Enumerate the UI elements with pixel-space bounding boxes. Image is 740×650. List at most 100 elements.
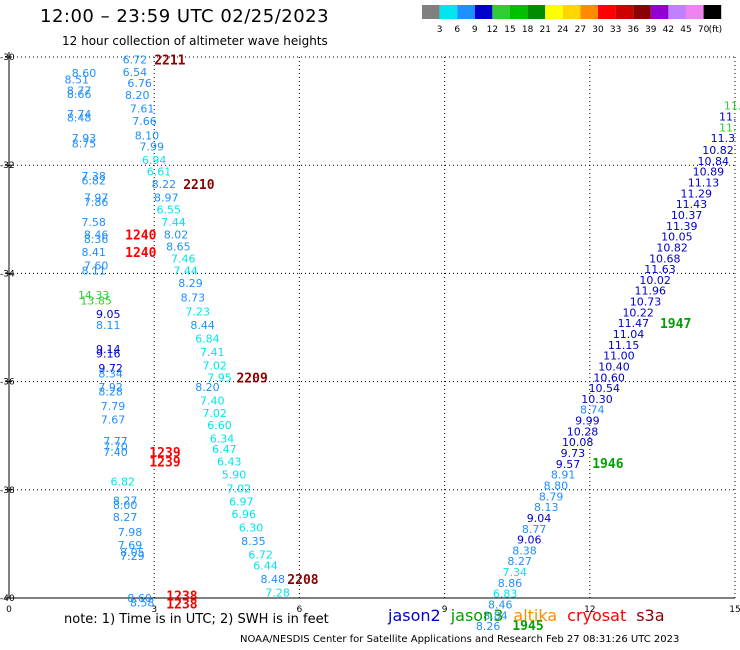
wave-height-point: 8.65 [166,240,191,253]
satellite-legend: jason2 jason3 altika cryosat s3a [388,606,665,625]
time-label: 2211 [154,54,185,69]
wave-height-point: 8.00 [113,499,138,512]
legend-label: 36 [627,25,639,35]
wave-height-point: 11. [719,111,737,124]
wave-height-point: 7.97 [84,192,109,205]
wave-height-point: 10.84 [697,155,729,168]
footnote: note: 1) Time is in UTC; 2) SWH is in fe… [64,612,329,627]
wave-height-point: 11.39 [666,220,698,233]
wave-height-point: 11.00 [603,350,635,363]
wave-height-point: 7.98 [118,526,143,539]
wave-height-point: 7.79 [101,400,126,413]
wave-height-point: 8.27 [113,511,138,524]
wave-height-point: 8.11 [81,265,106,278]
time-label: 1238 [166,589,197,604]
legend-swatch [615,5,634,19]
legend-swatch [492,5,510,19]
wave-height-point: 6.94 [142,154,167,167]
wave-height-point: 6.83 [493,588,518,601]
wave-height-point: 10.22 [622,306,654,319]
wave-height-point: 6.34 [210,432,235,445]
y-tick-label: -30 [0,53,15,63]
wave-height-point: 11.43 [676,198,708,211]
wave-height-point: 6.76 [127,77,152,90]
wave-height-point: 8.66 [67,88,92,101]
wave-height-point: 7.44 [173,265,198,278]
wave-height-point: 11.96 [635,285,667,298]
wave-height-point: 8.60 [127,592,152,605]
legend-label: 45 [680,25,691,35]
wave-height-point: 6.96 [231,508,256,521]
wave-height-point: 7.95 [207,371,232,384]
wave-height-point: 8.80 [544,479,569,492]
wave-height-point: 10.82 [702,144,734,157]
legend-label: 18 [522,25,534,35]
page-title: 12:00 – 23:59 UTC 02/25/2023 [40,6,330,27]
wave-height-point: 8.77 [67,85,92,98]
legend-swatch [598,5,616,19]
wave-height-point: 8.79 [539,490,564,503]
legend-label: 33 [610,25,621,35]
time-label: 1240 [125,228,156,243]
wave-height-point: 6.97 [229,496,254,509]
wave-height-point: 6.82 [81,174,106,187]
wave-height-point: 8.97 [154,192,179,205]
wave-height-point: 7.61 [130,102,155,115]
wave-height-point: 6.30 [239,522,264,535]
wave-height-point: 8.02 [164,228,189,241]
x-tick-label: 6 [297,605,303,615]
wave-height-point: 11.47 [618,317,650,330]
legend-swatch [580,5,598,19]
legend-swatch [545,5,563,19]
satellite-s3a: s3a [636,606,665,625]
wave-height-point: 8.36 [84,233,109,246]
legend-swatch [668,5,686,19]
wave-height-point: 9.06 [517,534,542,547]
wave-height-point: 8.22 [152,178,177,191]
wave-height-point: 7.38 [81,170,106,183]
wave-height-point: 6.47 [212,443,237,456]
time-label: 2210 [183,178,214,193]
x-tick-label: 15 [729,605,740,615]
wave-height-point: 8.60 [72,67,97,80]
time-label: 1945 [512,619,543,634]
wave-height-point: 10.82 [656,241,688,254]
legend-swatch [633,5,651,19]
legend-label: 21 [539,25,550,35]
wave-height-point: 9.05 [96,308,121,321]
wave-height-point: 8.91 [551,469,576,482]
wave-height-point: 10.68 [649,252,681,265]
wave-height-point: 7.02 [202,407,227,420]
legend-swatch [457,5,475,19]
wave-height-point: 6.84 [195,332,220,345]
wave-height-point: 10.89 [693,166,725,179]
legend-label: 30 [592,25,604,35]
wave-height-point: 8.77 [522,523,547,536]
wave-height-point: 7.69 [118,539,143,552]
wave-height-point: 7.92 [98,381,123,394]
wave-height-point: 14.33 [78,289,110,302]
legend-swatch [422,5,440,19]
wave-height-point: 9.04 [527,512,552,525]
wave-height-point: 7.02 [227,483,252,496]
legend-label: 70 [698,25,710,35]
wave-height-point: 9.73 [561,447,586,460]
wave-height-point: 8.74 [580,404,605,417]
wave-height-point: 7.74 [67,108,92,121]
y-tick-label: -34 [0,269,15,279]
wave-height-point: 6.54 [123,66,148,79]
wave-height-point: 7.29 [120,550,145,563]
wave-height-point: 10.73 [630,296,662,309]
time-label: 1239 [149,446,180,461]
wave-height-point: 8.34 [98,367,123,380]
wave-height-point: 9.16 [96,347,121,360]
wave-height-point: 10.28 [567,425,599,438]
color-legend: 3 6 9 12 15 18 21 24 27 30 33 36 39 42 45 70 (ft) [422,5,722,35]
legend-swatch [686,5,704,19]
wave-height-point: 8.75 [72,138,97,151]
wave-height-point: 10.54 [589,382,621,395]
wave-height-point: 8.44 [190,319,215,332]
time-label: 1238 [166,597,197,612]
wave-height-point: 7.66 [132,115,157,128]
